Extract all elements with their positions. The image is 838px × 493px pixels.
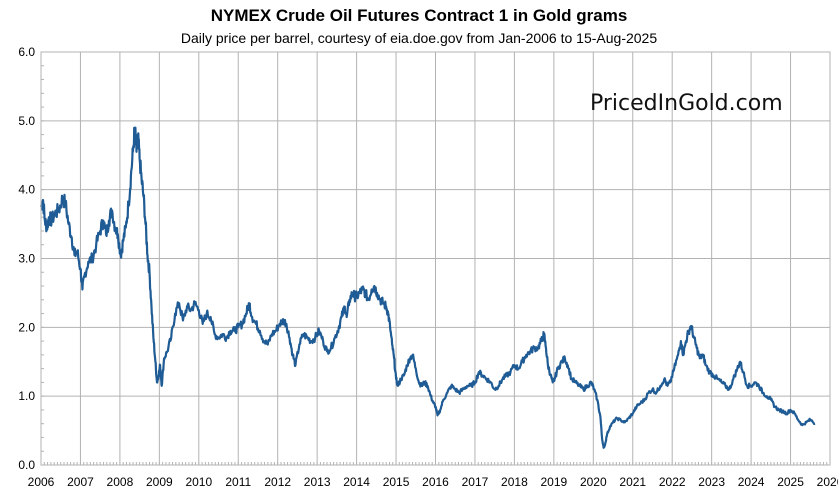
x-tick-label: 2013 bbox=[304, 475, 331, 489]
y-tick-label: 6.0 bbox=[18, 45, 35, 59]
plot-frame bbox=[40, 51, 831, 466]
chart-title: NYMEX Crude Oil Futures Contract 1 in Go… bbox=[210, 6, 628, 25]
x-tick-label: 2006 bbox=[28, 475, 55, 489]
y-tick-label: 5.0 bbox=[18, 114, 35, 128]
y-tick-label: 4.0 bbox=[18, 183, 35, 197]
x-tick-label: 2022 bbox=[659, 475, 686, 489]
x-tick-label: 2017 bbox=[462, 475, 489, 489]
x-tick-label: 2023 bbox=[698, 475, 725, 489]
x-tick-label: 2009 bbox=[146, 475, 173, 489]
x-tick-label: 2020 bbox=[580, 475, 607, 489]
x-tick-label: 2018 bbox=[501, 475, 528, 489]
x-tick-label: 2008 bbox=[107, 475, 134, 489]
x-tick-label: 2024 bbox=[738, 475, 765, 489]
watermark-logo: PricedInGold.com bbox=[590, 91, 783, 116]
x-tick-label: 2019 bbox=[540, 475, 567, 489]
x-tick-label: 2012 bbox=[264, 475, 291, 489]
series-line bbox=[39, 126, 816, 449]
x-tick-label: 2016 bbox=[422, 475, 449, 489]
y-tick-label: 0.0 bbox=[18, 458, 35, 472]
x-tick-label: 2026 bbox=[817, 475, 838, 489]
y-axis-tick-labels: 0.0 1.0 2.0 3.0 4.0 5.0 6.0 bbox=[18, 45, 35, 472]
x-tick-label: 2011 bbox=[225, 475, 251, 489]
y-tick-label: 2.0 bbox=[18, 320, 35, 334]
x-axis-tick-labels: 2006 2007 2008 2009 2010 2011 2012 2013 2014 2015… bbox=[28, 475, 838, 489]
y-tick-label: 1.0 bbox=[18, 389, 35, 403]
x-tick-label: 2015 bbox=[383, 475, 410, 489]
x-tick-label: 2007 bbox=[67, 475, 94, 489]
x-tick-label: 2025 bbox=[777, 475, 804, 489]
x-tick-label: 2014 bbox=[343, 475, 370, 489]
y-tick-label: 3.0 bbox=[18, 252, 35, 266]
x-tick-label: 2021 bbox=[619, 475, 646, 489]
chart-subtitle: Daily price per barrel, courtesy of eia.… bbox=[180, 30, 658, 46]
x-tick-label: 2010 bbox=[185, 475, 212, 489]
